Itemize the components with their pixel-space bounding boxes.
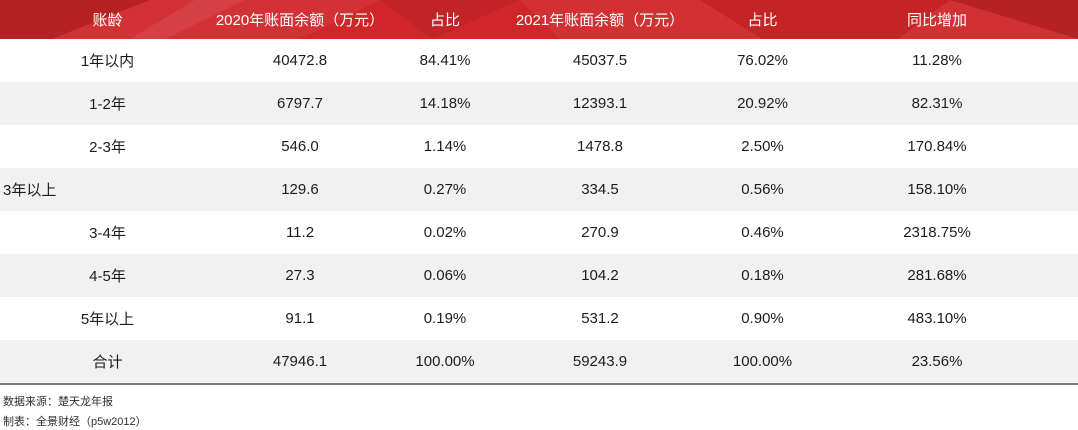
header-texture [0,0,1078,39]
cell-value: 2.50% [741,138,784,155]
table-row: 2-3年 546.0 1.14% 1478.8 2.50% 170.84% [0,125,1078,168]
cell-value: 129.6 [281,181,319,198]
table-bottom-border [0,383,1078,385]
cell-value: 334.5 [581,181,619,198]
cell-value: 483.10% [907,310,967,327]
cell-value: 104.2 [581,267,619,284]
cell-value: 76.02% [737,52,788,69]
cell-value: 100.00% [415,353,475,370]
row-label: 1-2年 [89,96,126,113]
table-row: 3-4年 11.2 0.02% 270.9 0.46% 2318.75% [0,211,1078,254]
cell-value: 0.18% [741,267,784,284]
cell-value: 281.68% [907,267,967,284]
cell-value: 14.18% [419,95,471,112]
column-header-2020-share: 占比 [429,12,460,29]
cell-value: 0.56% [741,181,784,198]
cell-value: 0.19% [423,310,467,327]
table-row: 合计 47946.1 100.00% 59243.9 100.00% 23.56% [0,340,1078,383]
cell-value: 531.2 [581,310,619,327]
row-label: 合计 [92,354,123,371]
table-row: 1年以内 40472.8 84.41% 45037.5 76.02% 11.28% [0,39,1078,82]
table-header-row: 账龄 2020年账面余额（万元） 占比 2021年账面余额（万元） 占比 同比增… [0,0,1078,39]
table-body: 1年以内 40472.8 84.41% 45037.5 76.02% 11.28% 1-2年… [0,39,1078,383]
cell-value: 0.46% [741,224,784,241]
cell-value: 0.02% [423,224,467,241]
cell-value: 546.0 [281,138,319,155]
cell-value: 1478.8 [577,138,623,155]
cell-value: 12393.1 [572,95,628,112]
cell-value: 0.90% [741,310,784,327]
column-header-2021-share: 占比 [747,12,778,29]
cell-value: 27.3 [285,267,315,284]
data-source-note: 数据来源：楚天龙年报 [3,396,113,408]
cell-value: 23.56% [911,353,963,370]
cell-value: 158.10% [907,181,967,198]
row-label: 2-3年 [89,139,126,156]
cell-value: 20.92% [737,95,788,112]
cell-value: 91.1 [285,310,315,327]
table-row: 4-5年 27.3 0.06% 104.2 0.18% 281.68% [0,254,1078,297]
column-header-aging: 账龄 [92,12,123,29]
cell-value: 47946.1 [272,353,328,370]
cell-value: 0.06% [423,267,467,284]
row-label: 4-5年 [89,268,126,285]
row-label: 3年以上 [3,182,57,199]
table-row: 5年以上 91.1 0.19% 531.2 0.90% 483.10% [0,297,1078,340]
row-label: 3-4年 [89,225,126,242]
credit-note: 制表：全景财经（p5w2012） [3,416,147,428]
cell-value: 59243.9 [572,353,628,370]
column-header-2020-balance: 2020年账面余额（万元） [215,12,385,29]
cell-value: 170.84% [907,138,967,155]
cell-value: 82.31% [911,95,963,112]
cell-value: 11.2 [285,224,315,241]
cell-value: 270.9 [581,224,619,241]
cell-value: 0.27% [423,181,467,198]
cell-value: 1.14% [423,138,467,155]
cell-value: 11.28% [912,52,962,69]
cell-value: 84.41% [419,52,471,69]
cell-value: 2318.75% [903,224,971,241]
footer-notes: 数据来源：楚天龙年报 制表：全景财经（p5w2012） [0,385,1078,430]
cell-value: 40472.8 [272,52,328,69]
table-row: 1-2年 6797.7 14.18% 12393.1 20.92% 82.31% [0,82,1078,125]
cell-value: 45037.5 [572,52,628,69]
table-row: 3年以上 129.6 0.27% 334.5 0.56% 158.10% [0,168,1078,211]
row-label: 1年以内 [80,53,135,70]
column-header-2021-balance: 2021年账面余额（万元） [515,12,685,29]
row-label: 5年以上 [80,311,135,328]
cell-value: 100.00% [732,353,793,370]
column-header-yoy-increase: 同比增加 [906,12,967,29]
cell-value: 6797.7 [277,95,323,112]
